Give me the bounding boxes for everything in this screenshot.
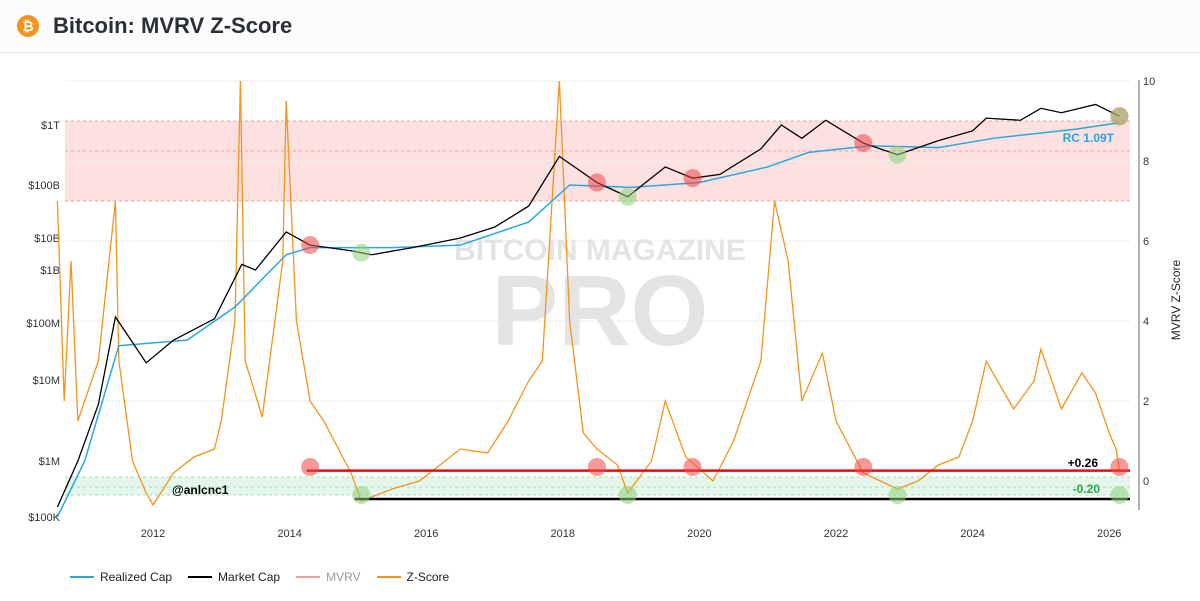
x-tick-label: 2024: [960, 528, 984, 540]
right-tick-label: 10: [1143, 76, 1155, 88]
bottom-signal-marker-lower: [888, 486, 907, 504]
x-tick-label: 2014: [277, 528, 301, 540]
left-tick-label: $1B: [40, 265, 60, 277]
top-signal-marker-upper: [301, 236, 320, 255]
x-tick-label: 2022: [824, 528, 848, 540]
x-tick-label: 2020: [687, 528, 711, 540]
top-signal-marker-upper: [854, 134, 873, 153]
legend-mvrv[interactable]: MVRV: [296, 570, 361, 584]
top-signal-marker-lower: [587, 458, 606, 476]
x-tick-label: 2012: [141, 528, 165, 540]
bottom-signal-marker-lower: [352, 486, 371, 504]
legend: Realized Cap Market Cap MVRV Z-Score: [70, 570, 449, 584]
left-tick-label: $100B: [28, 180, 60, 192]
left-tick-label: $1M: [39, 456, 60, 468]
right-tick-label: 2: [1143, 396, 1149, 408]
bottom-signal-marker-upper: [352, 243, 371, 262]
left-tick-label: $100M: [26, 318, 60, 330]
left-tick-label: $10M: [32, 375, 60, 387]
right-axis-title: MVRV Z-Score: [1169, 259, 1183, 340]
page-title: Bitcoin: MVRV Z-Score: [53, 13, 293, 38]
z-score-line: [56, 80, 1121, 507]
x-tick-label: 2016: [414, 528, 438, 540]
watermark-text: BITCOIN MAGAZINE: [454, 234, 746, 267]
top-signal-marker-lower: [301, 458, 320, 476]
lower-threshold-label: -0.20: [1073, 482, 1101, 496]
left-tick-label: $10B: [34, 233, 60, 245]
author-handle: @anlcnc1: [172, 483, 229, 497]
legend-z-score[interactable]: Z-Score: [376, 570, 449, 584]
bottom-signal-marker-upper: [618, 187, 637, 206]
bitcoin-icon: ₿: [17, 15, 39, 37]
left-tick-label: $100K: [28, 512, 60, 524]
rc-label: RC 1.09T: [1063, 131, 1115, 145]
bottom-signal-marker-upper: [1110, 107, 1129, 126]
right-tick-label: 4: [1143, 316, 1149, 328]
top-signal-marker-lower: [683, 458, 702, 476]
legend-realized-cap[interactable]: Realized Cap: [70, 570, 172, 584]
header: ₿ Bitcoin: MVRV Z-Score: [0, 0, 1200, 53]
top-signal-marker-upper: [683, 169, 702, 188]
top-signal-marker-lower: [1110, 458, 1129, 476]
bottom-signal-marker-upper: [888, 145, 907, 164]
right-tick-label: 0: [1143, 476, 1149, 488]
legend-market-cap[interactable]: Market Cap: [188, 570, 280, 584]
right-tick-label: 8: [1143, 156, 1149, 168]
x-tick-label: 2018: [551, 528, 575, 540]
top-signal-marker-lower: [854, 458, 873, 476]
left-tick-label: $1T: [41, 120, 60, 132]
right-tick-label: 6: [1143, 236, 1149, 248]
realized-cap-line: [56, 122, 1120, 518]
bottom-signal-marker-lower: [1110, 486, 1129, 504]
upper-threshold-label: +0.26: [1068, 456, 1099, 470]
watermark-logo: PRO: [492, 255, 709, 367]
top-signal-marker-upper: [587, 173, 606, 192]
bottom-signal-marker-lower: [618, 486, 637, 504]
x-tick-label: 2026: [1097, 528, 1121, 540]
